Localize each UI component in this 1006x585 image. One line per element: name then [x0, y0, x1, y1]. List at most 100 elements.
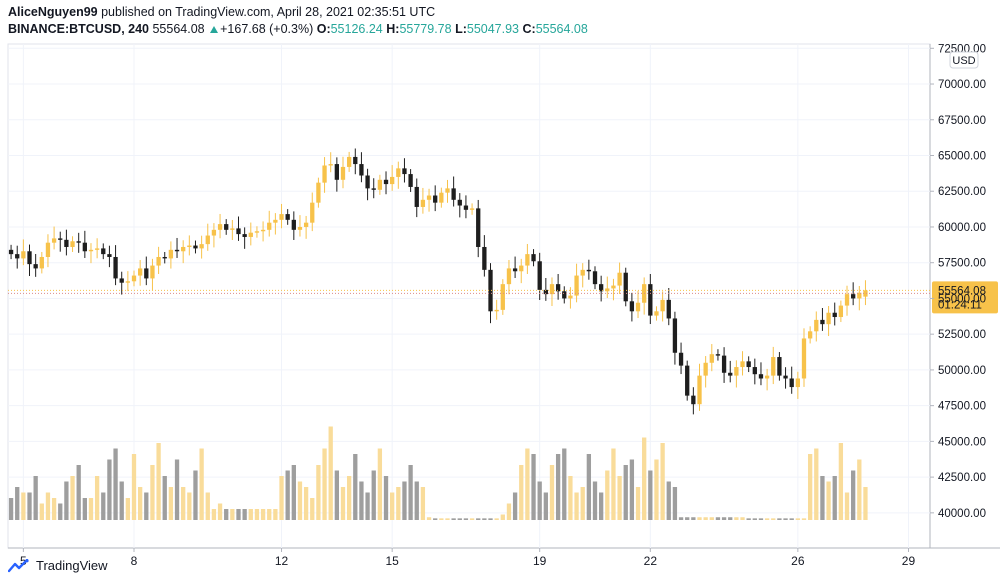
volume-bar: [217, 503, 223, 520]
volume-bar: [414, 481, 419, 520]
x-tick-label: 29: [902, 554, 916, 568]
candle-body: [697, 375, 702, 405]
candle-body: [629, 301, 635, 312]
y-tick-label: 47500.00: [938, 401, 986, 413]
candle-body: [8, 249, 14, 255]
high-value: 55779.78: [399, 22, 452, 36]
volume-bar: [260, 509, 266, 520]
low-value: 55047.93: [466, 22, 520, 36]
volume-bar: [642, 437, 647, 520]
volume-bar: [451, 518, 456, 520]
volume-bars: [8, 426, 868, 520]
candle-body: [519, 265, 524, 272]
candle-body: [291, 219, 296, 230]
candle-body: [168, 249, 174, 259]
volume-bar: [174, 459, 180, 520]
open-value: 55126.24: [330, 22, 383, 36]
candle-body: [715, 354, 721, 356]
candle-body: [236, 228, 241, 235]
close-label: C:: [522, 22, 536, 36]
candle-body: [500, 284, 505, 310]
candle-body: [101, 248, 106, 255]
candle-body: [426, 195, 432, 200]
candle-body: [181, 246, 186, 252]
candle-body: [88, 249, 94, 252]
volume-bar: [482, 518, 487, 520]
volume-bar: [635, 487, 641, 520]
candle-body: [758, 374, 764, 379]
last-price: 55564.08: [152, 22, 205, 36]
candle-body: [383, 179, 389, 185]
volume-bar: [119, 481, 124, 520]
candle-body: [838, 305, 844, 318]
y-tick-label: 67500.00: [938, 115, 986, 127]
volume-bar: [820, 476, 825, 520]
candle-body: [273, 219, 278, 223]
candle-body: [512, 268, 518, 272]
volume-bar: [346, 476, 352, 520]
volume-bar: [199, 448, 204, 520]
candle-body: [45, 242, 51, 257]
candle-body: [39, 256, 44, 269]
volume-bar: [408, 465, 413, 520]
volume-bar: [494, 518, 499, 520]
candle-body: [721, 355, 727, 373]
candle-body: [242, 234, 247, 237]
candle-body: [752, 367, 757, 375]
candle-body: [340, 166, 346, 180]
volume-bar: [463, 518, 469, 520]
candle-body: [611, 285, 616, 289]
y-tick-label: 52500.00: [938, 329, 986, 341]
candle-body: [107, 254, 112, 257]
volume-bar: [101, 492, 106, 520]
volume-bar: [94, 476, 100, 520]
candle-body: [353, 156, 358, 165]
volume-bar: [211, 509, 217, 520]
candle-body: [94, 248, 100, 250]
volume-bar: [377, 448, 383, 520]
volume-bar: [279, 476, 284, 520]
volume-bar: [181, 487, 186, 520]
candle-body: [734, 367, 739, 376]
volume-bar: [82, 498, 87, 520]
volume-bar: [273, 509, 278, 520]
candle-body: [199, 244, 204, 249]
volume-bar: [488, 518, 493, 520]
candle-body: [580, 269, 585, 276]
candle-body: [691, 395, 696, 405]
candle-body: [814, 319, 819, 332]
author-name[interactable]: AliceNguyen99: [8, 5, 98, 19]
volume-bar: [740, 517, 745, 520]
volume-bar: [801, 518, 807, 520]
candle-body: [562, 291, 567, 299]
y-tick-label: 40000.00: [938, 508, 986, 520]
candle-body: [820, 319, 825, 325]
volume-bar: [715, 517, 721, 520]
volume-bar: [224, 509, 229, 520]
volume-bar: [728, 517, 733, 520]
candle-body: [377, 179, 383, 190]
volume-bar: [691, 517, 696, 520]
volume-bar: [420, 487, 426, 520]
volume-bar: [236, 509, 241, 520]
candle-body: [685, 365, 690, 396]
candle-body: [82, 242, 87, 252]
high-label: H:: [386, 22, 400, 36]
last-price-line: 55564.08 01:24:11: [8, 281, 998, 314]
candle-body: [617, 272, 622, 286]
volume-bar: [457, 518, 462, 520]
volume-bar: [629, 459, 635, 520]
candle-body: [728, 372, 733, 376]
close-value: 55564.08: [535, 22, 588, 36]
volume-bar: [537, 481, 542, 520]
candle-body: [76, 241, 81, 243]
footer-brand[interactable]: TradingView: [8, 558, 108, 573]
volume-bar: [826, 481, 831, 520]
candle-body: [605, 288, 610, 292]
volume-bar: [844, 492, 850, 520]
candle-body: [144, 268, 149, 279]
candle-body: [476, 208, 481, 247]
candle-body: [451, 188, 456, 200]
volume-bar: [721, 517, 727, 520]
